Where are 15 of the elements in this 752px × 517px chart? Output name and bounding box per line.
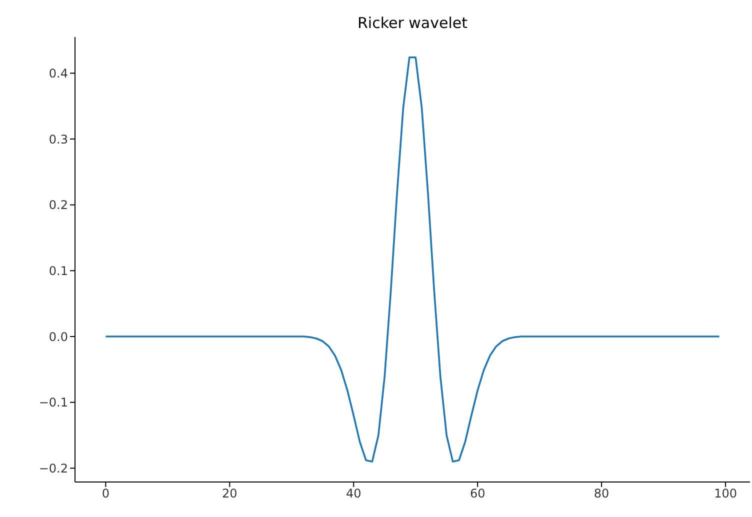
- x-tick-label: 40: [346, 486, 362, 501]
- x-tick-label: 0: [102, 486, 110, 501]
- y-tick-label: 0.3: [48, 132, 68, 146]
- chart-title: Ricker wavelet: [358, 14, 468, 32]
- y-tick-label: 0.2: [48, 198, 68, 212]
- y-tick-label: 0.0: [48, 330, 68, 344]
- x-tick-label: 20: [222, 486, 238, 501]
- y-tick-label: 0.1: [48, 264, 68, 278]
- x-tick-label: 80: [594, 486, 610, 501]
- y-tick-label: 0.4: [48, 66, 68, 80]
- x-tick-label: 100: [714, 486, 737, 501]
- line-series: [104, 56, 720, 462]
- y-tick-label: −0.2: [38, 461, 68, 476]
- x-tick-label: 60: [470, 486, 486, 501]
- y-tick-label: −0.1: [38, 396, 68, 410]
